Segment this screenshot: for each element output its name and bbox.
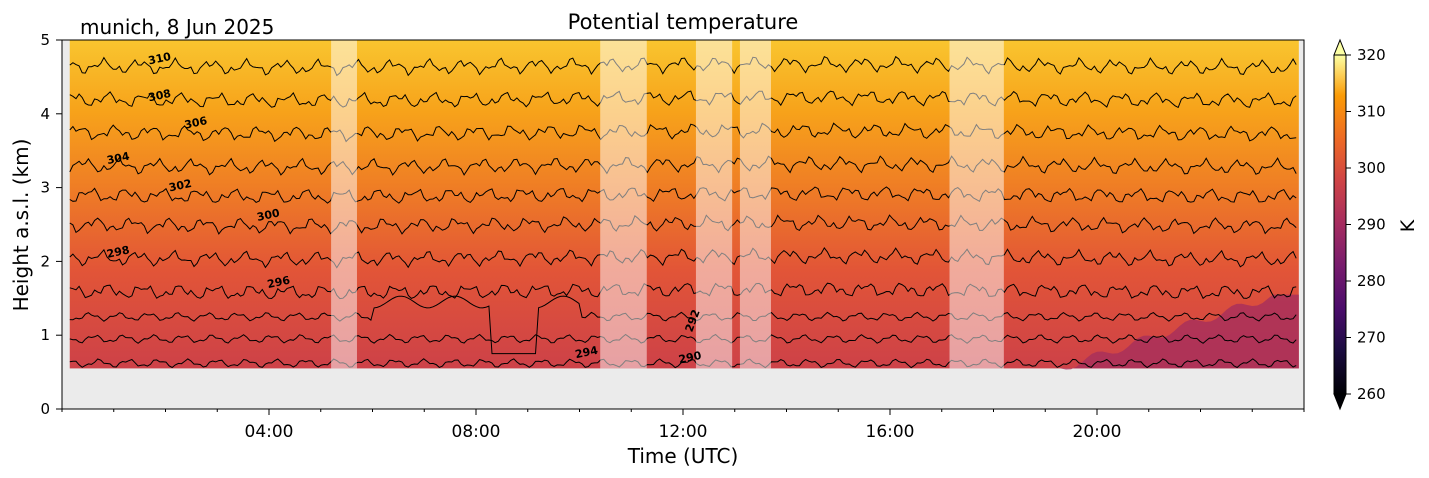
- y-tick-label: 5: [40, 31, 50, 49]
- contour-label-290: 290: [677, 349, 703, 367]
- y-tick-label: 1: [40, 326, 50, 344]
- colorbar-tick-label: 270: [1357, 329, 1386, 347]
- masked-interval-2: [695, 40, 733, 369]
- masked-interval-0: [331, 40, 357, 369]
- contour-line-294: [69, 295, 1297, 355]
- y-tick-label: 0: [40, 400, 50, 418]
- contour-line-300: [69, 214, 1297, 235]
- contour-line-310: [69, 55, 1297, 77]
- colorbar-tick-label: 290: [1357, 216, 1386, 234]
- y-tick-label: 3: [40, 179, 50, 197]
- x-tick-label: 12:00: [659, 422, 708, 442]
- cool-boundary-layer-region: [1060, 294, 1299, 370]
- x-tick-label: 16:00: [866, 422, 915, 442]
- contour-label-294: 294: [574, 344, 600, 362]
- contour-line-302: [69, 186, 1297, 204]
- contour-line-308: [69, 90, 1297, 109]
- y-axis-label: Height a.s.l. (km): [9, 139, 33, 312]
- contour-label-306: 306: [183, 114, 209, 132]
- contour-label-298: 298: [106, 243, 131, 260]
- x-axis-ticks: 04:00 08:00 12:00 16:00 20:00: [61, 409, 1305, 442]
- contour-line-290: [69, 358, 1297, 369]
- colorbar: 260 270 280 290 300 310 320 K: [1333, 38, 1419, 411]
- contour-label-310: 310: [147, 50, 173, 68]
- contour-line-306: [69, 122, 1297, 143]
- colorbar-tick-label: 300: [1357, 159, 1386, 177]
- colorbar-extend-bottom: [1333, 393, 1347, 411]
- contour-label-296: 296: [266, 274, 292, 292]
- chart-title: Potential temperature: [568, 10, 799, 34]
- contour-line-296: [69, 282, 1297, 300]
- colorbar-body: [1333, 54, 1347, 395]
- chart-subtitle: munich, 8 Jun 2025: [80, 15, 274, 39]
- masked-interval-4: [949, 40, 1004, 369]
- contour-label-304: 304: [106, 150, 132, 168]
- contour-lines: [69, 55, 1297, 369]
- colorbar-ticks: 260 270 280 290 300 310 320: [1346, 46, 1386, 403]
- colorbar-tick-label: 280: [1357, 272, 1386, 290]
- colorbar-tick-label: 260: [1357, 385, 1386, 403]
- masked-intervals: [331, 40, 1004, 369]
- y-axis-ticks: 0 1 2 3 4 5: [40, 31, 62, 418]
- colorbar-tick-label: 320: [1357, 46, 1386, 64]
- masked-interval-3: [739, 40, 771, 369]
- contour-label-302: 302: [168, 177, 193, 194]
- masked-interval-1: [600, 40, 647, 369]
- x-tick-label: 08:00: [452, 422, 501, 442]
- contour-line-298: [69, 246, 1297, 269]
- y-tick-label: 4: [40, 105, 50, 123]
- contour-line-292: [69, 333, 1297, 344]
- x-axis-label: Time (UTC): [627, 444, 739, 468]
- colorbar-tick-label: 310: [1357, 103, 1386, 121]
- colorbar-extend-top: [1333, 38, 1347, 56]
- contour-label-300: 300: [256, 206, 282, 224]
- y-tick-label: 2: [40, 252, 50, 270]
- x-tick-label: 04:00: [245, 422, 294, 442]
- contour-label-308: 308: [147, 87, 172, 104]
- colorbar-label: K: [1397, 219, 1419, 232]
- x-tick-label: 20:00: [1073, 422, 1122, 442]
- contour-line-304: [69, 155, 1297, 176]
